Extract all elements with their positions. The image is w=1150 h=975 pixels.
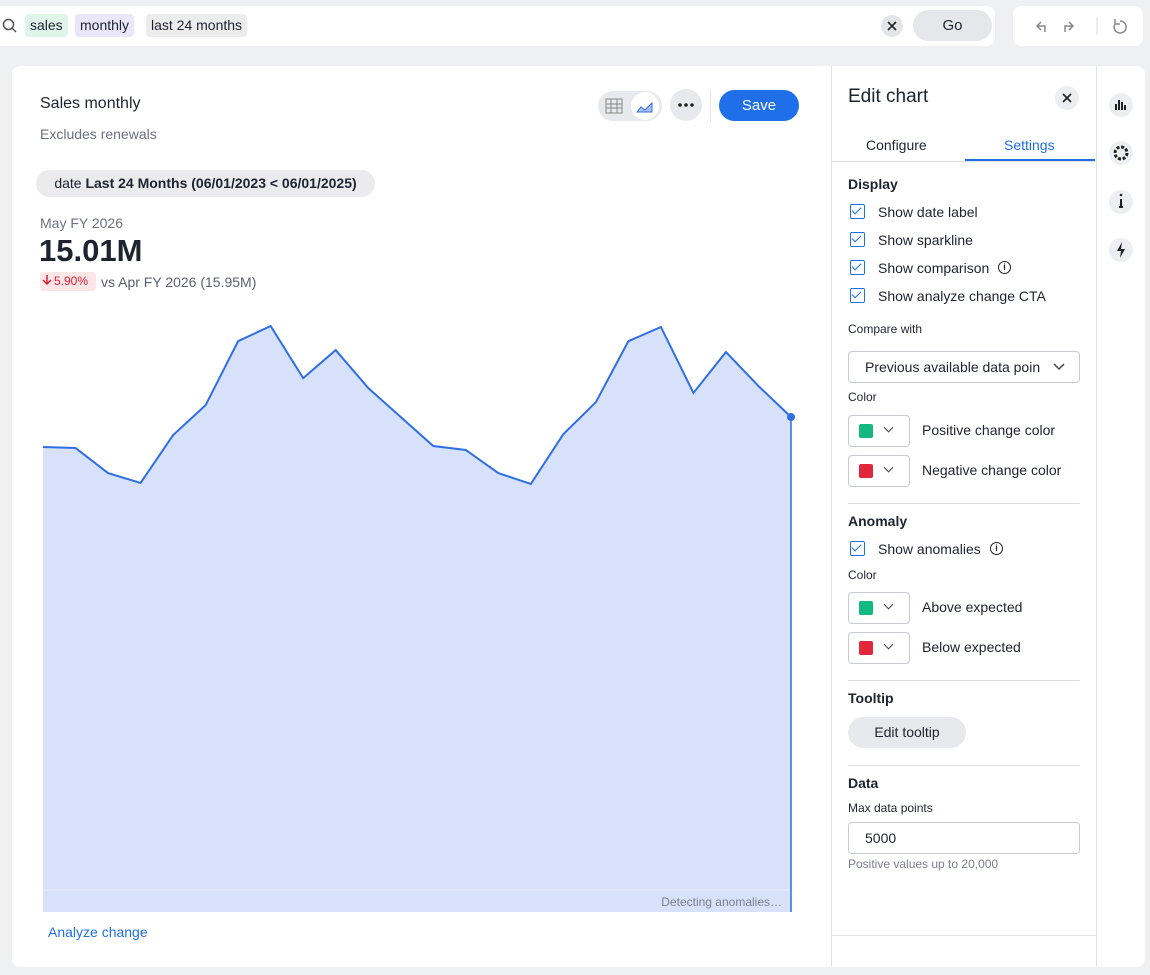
field-label: Color: [848, 568, 877, 582]
panel-title: Edit chart: [848, 86, 928, 108]
checkbox-label: Show anomalies: [878, 541, 981, 557]
max-points-input[interactable]: 5000: [848, 822, 1080, 854]
swatch: [859, 601, 873, 615]
view-toggle[interactable]: [598, 91, 662, 121]
divider: [831, 66, 832, 967]
history-icons[interactable]: [1025, 14, 1135, 38]
divider: [1096, 66, 1097, 967]
checkmark: [852, 261, 862, 271]
tab-line: [832, 161, 1096, 162]
chevron: [884, 423, 894, 433]
compare-dropdown[interactable]: Previous available data poin: [848, 351, 1080, 383]
area: [43, 326, 791, 912]
go-button[interactable]: Go: [913, 10, 992, 41]
swatch: [859, 641, 873, 655]
chart-subtitle: Excludes renewals: [40, 126, 157, 142]
section-heading: Data: [848, 775, 878, 791]
tab-underline: [965, 159, 1095, 161]
swatch: [859, 424, 873, 438]
color-picker[interactable]: [848, 592, 910, 624]
checkbox[interactable]: [850, 232, 865, 247]
checkbox-label: Show date label: [878, 204, 978, 220]
search-token[interactable]: sales: [25, 14, 68, 37]
checkbox[interactable]: [850, 288, 865, 303]
last-point: [787, 413, 795, 421]
checkbox-label: Show analyze change CTA: [878, 288, 1046, 304]
color-picker[interactable]: [848, 632, 910, 664]
checkmark: [852, 205, 862, 215]
search-token[interactable]: monthly: [75, 14, 134, 37]
status-text: Detecting anomalies…: [661, 895, 782, 909]
search-token[interactable]: last 24 months: [146, 14, 247, 37]
checkmark: [852, 542, 862, 552]
chevron: [884, 640, 894, 650]
info-icon: i: [990, 542, 1003, 555]
side-icons[interactable]: [1109, 93, 1133, 265]
divider: [848, 680, 1080, 681]
color-label: Positive change color: [922, 422, 1055, 438]
chevron: [1053, 362, 1065, 372]
chart-title: Sales monthly: [40, 95, 141, 113]
section-heading: Anomaly: [848, 513, 907, 529]
field-label: Max data points: [848, 801, 933, 815]
tab-active[interactable]: Settings: [1004, 137, 1055, 153]
color-label: Below expected: [922, 639, 1021, 655]
edit-tooltip-button[interactable]: Edit tooltip: [848, 717, 966, 748]
checkmark: [852, 233, 862, 243]
checkbox[interactable]: [850, 260, 865, 275]
field-label: Compare with: [848, 322, 922, 336]
info-icon: i: [998, 261, 1011, 274]
color-label: Above expected: [922, 599, 1022, 615]
change-value: 5.90%: [54, 274, 88, 288]
search-icon: [2, 18, 18, 34]
comparison: vs Apr FY 2026 (15.95M): [101, 274, 256, 290]
down-arrow: [40, 274, 54, 286]
input-value: 5000: [865, 830, 896, 846]
checkbox-label: Show sparkline: [878, 232, 973, 248]
filter-value: Last 24 Months (06/01/2023 < 06/01/2025): [85, 175, 356, 191]
kpi-value: 15.01M: [39, 233, 142, 269]
period-label: May FY 2026: [40, 215, 123, 231]
tab[interactable]: Configure: [866, 137, 927, 153]
divider: [848, 503, 1080, 504]
more-button[interactable]: [670, 89, 702, 121]
divider: [832, 935, 1096, 936]
chevron: [884, 600, 894, 610]
chevron: [884, 463, 894, 473]
change-badge: 5.90%: [40, 272, 96, 291]
field-label: Color: [848, 390, 877, 404]
divider: [710, 90, 711, 122]
divider: [848, 765, 1080, 766]
dropdown-value: Previous available data poin: [865, 359, 1040, 375]
checkbox[interactable]: [850, 541, 865, 556]
hint: Positive values up to 20,000: [848, 857, 998, 871]
checkbox-label: Show comparison: [878, 260, 989, 276]
section-heading: Display: [848, 176, 898, 192]
color-picker[interactable]: [848, 455, 910, 487]
section-heading: Tooltip: [848, 690, 894, 706]
checkmark: [852, 289, 862, 299]
color-label: Negative change color: [922, 462, 1061, 478]
filter-chip[interactable]: date Last 24 Months (06/01/2023 < 06/01/…: [36, 170, 375, 197]
clear-button[interactable]: [880, 14, 904, 38]
swatch: [859, 464, 873, 478]
checkbox[interactable]: [850, 204, 865, 219]
analyze-link[interactable]: Analyze change: [48, 924, 148, 940]
close-button[interactable]: [1055, 86, 1079, 110]
color-picker[interactable]: [848, 415, 910, 447]
filter-column: date: [54, 175, 81, 191]
save-button[interactable]: Save: [719, 90, 799, 121]
